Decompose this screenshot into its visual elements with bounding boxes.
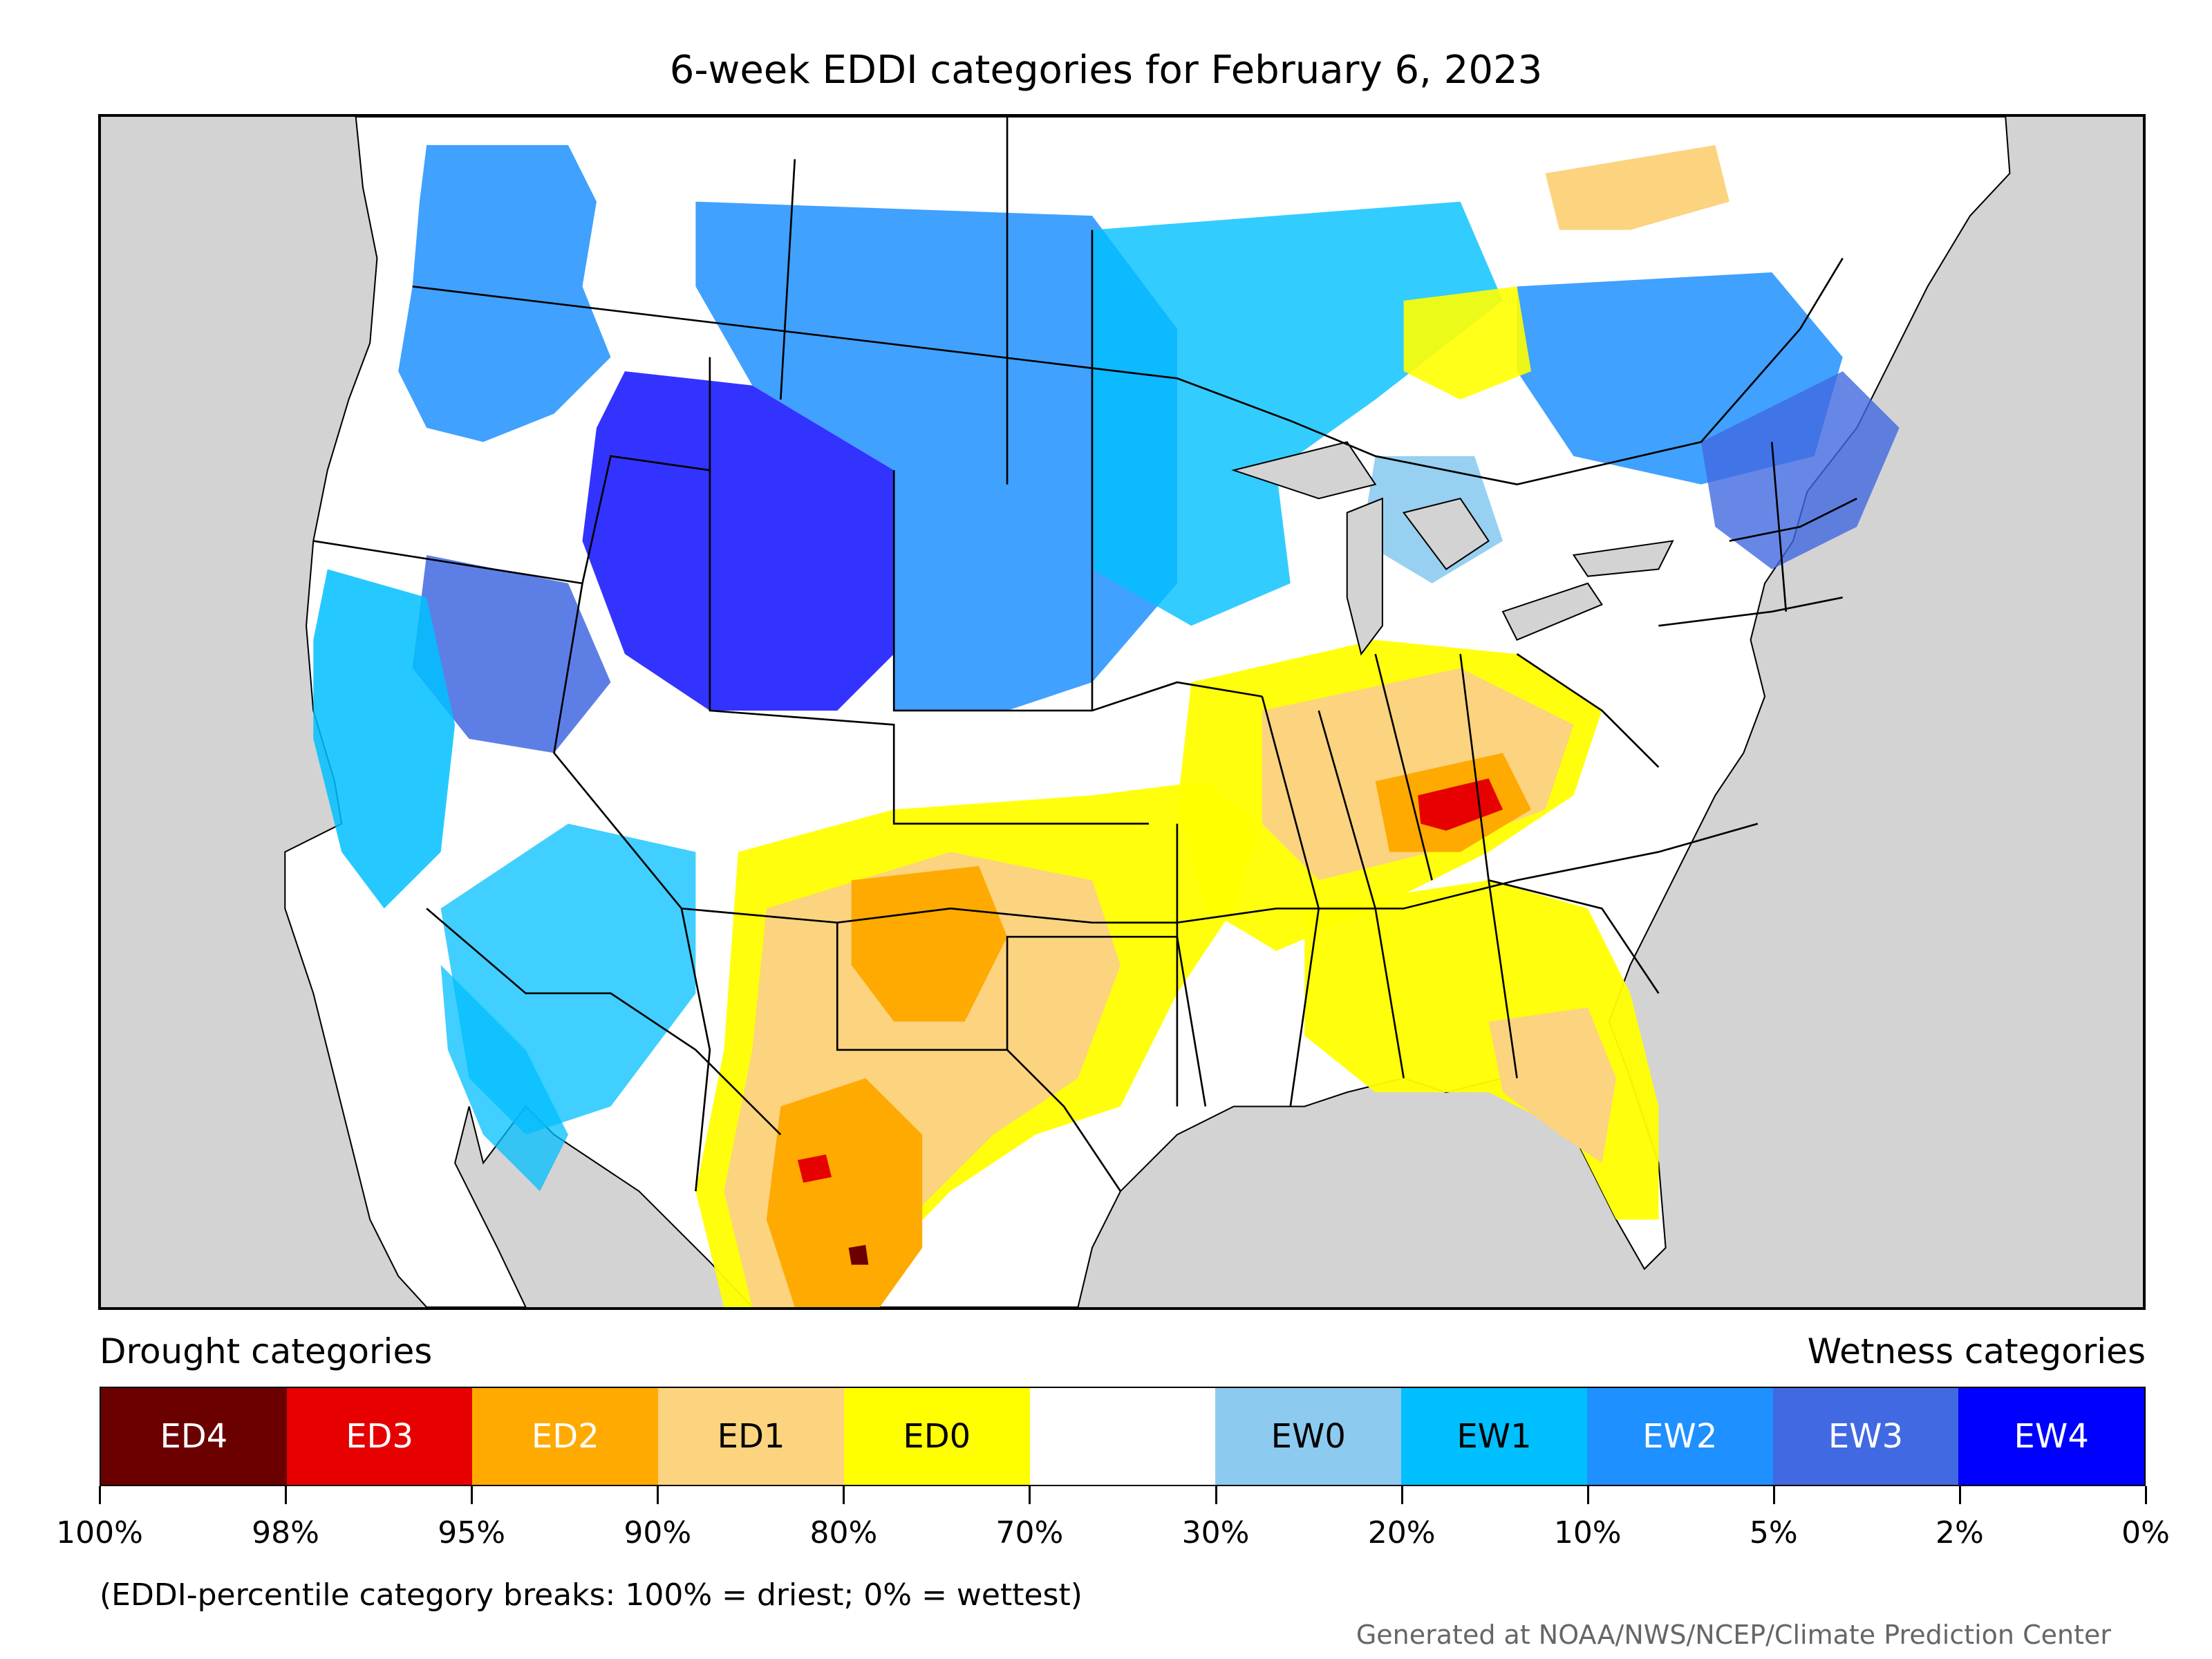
legend-tick-label: 30% bbox=[1181, 1515, 1250, 1550]
region-great-basin-wet bbox=[412, 554, 611, 753]
map-title: 6-week EDDI categories for February 6, 2… bbox=[669, 48, 1543, 93]
legend-tick-label: 5% bbox=[1749, 1515, 1798, 1550]
legend-cell-ew3: EW3 bbox=[1772, 1388, 1959, 1485]
region-northwest-wet bbox=[398, 144, 611, 442]
region-northern-plains-wet bbox=[695, 201, 1177, 711]
eddi-map bbox=[98, 114, 2146, 1310]
legend-tick-label: 20% bbox=[1367, 1515, 1436, 1550]
legend-tick bbox=[1586, 1486, 1589, 1504]
legend-tick-label: 2% bbox=[1936, 1515, 1984, 1550]
legend-tick-label: 90% bbox=[624, 1515, 692, 1550]
legend-tick bbox=[2145, 1486, 2147, 1504]
legend-tick bbox=[843, 1486, 845, 1504]
legend-ticks bbox=[99, 1486, 2147, 1507]
boundaries bbox=[313, 117, 1857, 1192]
region-southeast-dry bbox=[1304, 880, 1659, 1220]
legend-cell-ew0: EW0 bbox=[1215, 1388, 1402, 1485]
region-northeast-wet bbox=[1700, 371, 1900, 570]
legend-tick bbox=[1400, 1486, 1403, 1504]
legend-tick bbox=[1958, 1486, 1961, 1504]
region-california-coast-wet bbox=[313, 569, 456, 909]
legend-tick-label: 95% bbox=[438, 1515, 506, 1550]
eddi-map-svg bbox=[284, 117, 2011, 1307]
region-baja-wet bbox=[440, 965, 569, 1192]
legend-tick-label: 0% bbox=[2121, 1515, 2170, 1550]
legend-cell-ed0: ED0 bbox=[843, 1388, 1030, 1485]
region-ed3-texas-spot bbox=[797, 1154, 832, 1183]
region-florida-dry bbox=[1488, 1007, 1616, 1163]
great-lakes bbox=[1231, 441, 1674, 656]
region-mexico-north-dry bbox=[766, 1078, 923, 1307]
legend-tick bbox=[1772, 1486, 1775, 1504]
legend-cell-ew1: EW1 bbox=[1401, 1388, 1587, 1485]
credit-line: Generated at NOAA/NWS/NCEP/Climate Predi… bbox=[1356, 1620, 2111, 1650]
legend-tick-label: 80% bbox=[809, 1515, 878, 1550]
legend-cell-ew4: EW4 bbox=[1958, 1388, 2145, 1485]
region-tennessee-core-dry bbox=[1418, 778, 1503, 831]
legend-tick bbox=[657, 1486, 659, 1504]
legend-tick bbox=[1215, 1486, 1217, 1504]
legend-tick-label: 10% bbox=[1553, 1515, 1622, 1550]
legend-tick bbox=[99, 1486, 101, 1504]
legend-tick-label: 98% bbox=[252, 1515, 319, 1550]
region-northern-rockies-wet bbox=[582, 371, 894, 711]
legend-cell-normal bbox=[1029, 1388, 1216, 1485]
legend-tick-label: 100% bbox=[56, 1515, 143, 1550]
legend-tick bbox=[285, 1486, 288, 1504]
category-breaks-note: (EDDI-percentile category breaks: 100% =… bbox=[100, 1577, 1082, 1613]
region-quebec-dry bbox=[1545, 144, 1730, 230]
legend-tick-label: 70% bbox=[995, 1515, 1064, 1550]
legend-colorbar: ED4 ED3 ED2 ED1 ED0 EW0 EW1 EW2 EW3 EW4 bbox=[100, 1387, 2146, 1486]
legend-cell-ed3: ED3 bbox=[286, 1388, 473, 1485]
legend-cell-ed4: ED4 bbox=[101, 1388, 287, 1485]
legend-tick bbox=[1029, 1486, 1031, 1504]
legend-tick bbox=[471, 1486, 474, 1504]
region-ed3-mexico-spot bbox=[848, 1245, 869, 1265]
legend-cell-ed1: ED1 bbox=[658, 1388, 844, 1485]
region-texas-panhandle-dry bbox=[851, 865, 1008, 1022]
legend-cell-ew2: EW2 bbox=[1586, 1388, 1773, 1485]
drought-categories-heading: Drought categories bbox=[100, 1331, 433, 1371]
region-ontario-dry bbox=[1403, 286, 1532, 400]
region-upper-midwest-wet bbox=[1091, 201, 1503, 626]
legend-cell-ed2: ED2 bbox=[472, 1388, 659, 1485]
wetness-categories-heading: Wetness categories bbox=[1807, 1331, 2146, 1371]
